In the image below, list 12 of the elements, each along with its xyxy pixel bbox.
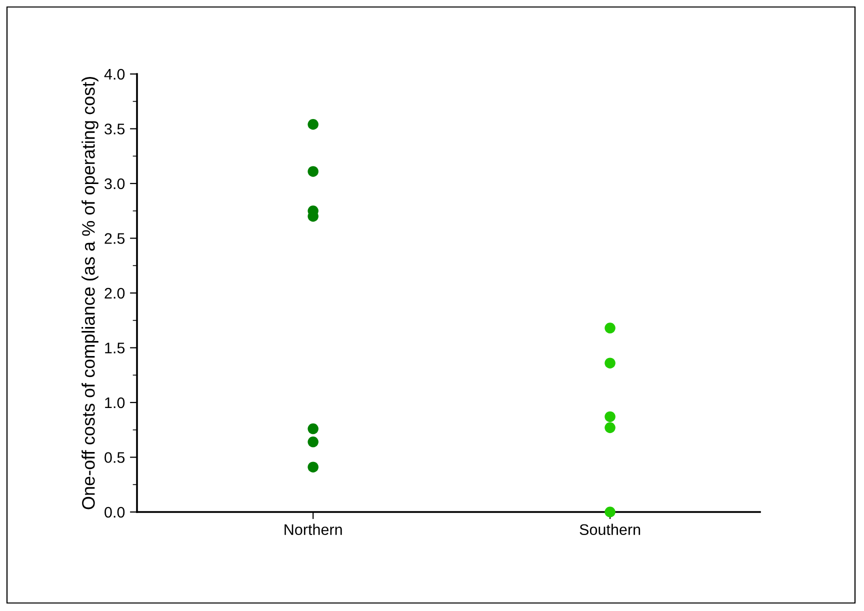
y-tick-label: 1.5	[105, 342, 125, 354]
y-tick-label: 0.0	[104, 506, 125, 518]
x-tick-label: Southern	[580, 524, 640, 536]
x-tick-label: Northern	[284, 524, 342, 536]
y-tick-label: 0.5	[104, 452, 125, 463]
y-axis-title: One-off costs of compliance (as a % of operating cost)	[82, 76, 98, 510]
y-tick-label: 2.5	[104, 233, 125, 244]
y-tick-label: 4.0	[104, 68, 125, 80]
y-tick-label: 3.5	[104, 124, 125, 134]
y-tick-label: 1.0	[105, 397, 125, 408]
y-tick-label: 2.0	[104, 288, 125, 299]
y-tick-label: 3.0	[104, 178, 125, 190]
